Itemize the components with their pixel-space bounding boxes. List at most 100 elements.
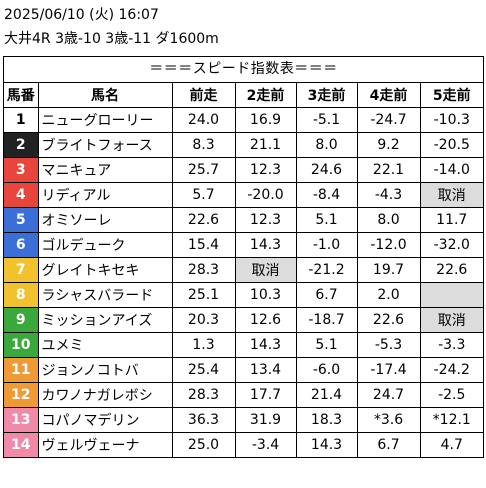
speed-index-cell: -3.4 xyxy=(235,432,297,457)
speed-index-cell: -10.3 xyxy=(420,107,483,133)
table-body: 1 ニューグローリー 24.0 16.9 -5.1 -24.7 -10.3 2 ブライトフォース… xyxy=(4,107,483,457)
horse-number-cell: 13 xyxy=(4,407,39,433)
horse-name-cell: ヴェルヴェーナ xyxy=(38,432,173,457)
speed-index-cell: -32.0 xyxy=(420,232,483,258)
horse-number-cell: 3 xyxy=(4,157,39,183)
speed-index-cell: 22.6 xyxy=(172,207,236,233)
speed-index-table: 馬番 馬名 前走 2走前 3走前 4走前 5走前 1 ニューグローリー 24.0 16… xyxy=(4,83,483,457)
table-row: 13 コパノマデリン 36.3 31.9 18.3 *3.6 *12.1 xyxy=(4,407,483,433)
speed-index-cell: 20.3 xyxy=(172,307,236,333)
speed-index-cell: 8.0 xyxy=(296,132,358,158)
speed-index-cell: 9.2 xyxy=(357,132,421,158)
speed-index-cell: 取消 xyxy=(420,182,483,208)
horse-number-cell: 4 xyxy=(4,182,39,208)
speed-index-cell: 8.3 xyxy=(172,132,236,158)
speed-index-cell: -3.3 xyxy=(420,332,483,358)
speed-index-table-frame: ＝＝＝スピード指数表＝＝＝ 馬番 馬名 前走 2走前 3走前 4走前 5走前 1… xyxy=(3,56,484,458)
speed-index-cell: 取消 xyxy=(420,307,483,333)
horse-name-cell: ミッションアイズ xyxy=(38,307,173,333)
horse-number-cell: 11 xyxy=(4,357,39,383)
speed-index-cell: 6.7 xyxy=(296,282,358,308)
speed-index-cell: 8.0 xyxy=(357,207,421,233)
speed-index-cell: 6.7 xyxy=(357,432,421,457)
col-header-name: 馬名 xyxy=(38,83,173,108)
table-row: 1 ニューグローリー 24.0 16.9 -5.1 -24.7 -10.3 xyxy=(4,107,483,133)
speed-index-cell: 36.3 xyxy=(172,407,236,433)
speed-index-cell: -4.3 xyxy=(357,182,421,208)
speed-index-cell: 21.1 xyxy=(235,132,297,158)
speed-index-cell: 24.6 xyxy=(296,157,358,183)
speed-index-cell: -18.7 xyxy=(296,307,358,333)
header-row: 馬番 馬名 前走 2走前 3走前 4走前 5走前 xyxy=(4,83,483,108)
horse-name-cell: マニキュア xyxy=(38,157,173,183)
speed-index-cell: 14.3 xyxy=(296,432,358,457)
speed-index-cell: 14.3 xyxy=(235,332,297,358)
col-header-4-ago: 4走前 xyxy=(357,83,421,108)
horse-number-cell: 12 xyxy=(4,382,39,408)
table-row: 9 ミッションアイズ 20.3 12.6 -18.7 22.6 取消 xyxy=(4,307,483,333)
speed-index-cell: -6.0 xyxy=(296,357,358,383)
speed-index-cell: 5.1 xyxy=(296,207,358,233)
table-row: 14 ヴェルヴェーナ 25.0 -3.4 14.3 6.7 4.7 xyxy=(4,432,483,457)
horse-number-cell: 7 xyxy=(4,257,39,283)
table-row: 7 グレイトキセキ 28.3 取消 -21.2 19.7 22.6 xyxy=(4,257,483,283)
speed-index-cell: -5.1 xyxy=(296,107,358,133)
speed-index-cell: 24.7 xyxy=(357,382,421,408)
horse-name-cell: ゴルデューク xyxy=(38,232,173,258)
speed-index-cell: 12.6 xyxy=(235,307,297,333)
speed-index-cell: 21.4 xyxy=(296,382,358,408)
speed-index-cell: 22.6 xyxy=(420,257,483,283)
horse-name-cell: カワノナガレボシ xyxy=(38,382,173,408)
speed-index-cell: 19.7 xyxy=(357,257,421,283)
speed-index-cell: -5.3 xyxy=(357,332,421,358)
table-row: 4 リディアル 5.7 -20.0 -8.4 -4.3 取消 xyxy=(4,182,483,208)
speed-index-cell: 25.1 xyxy=(172,282,236,308)
speed-index-cell: 24.0 xyxy=(172,107,236,133)
table-row: 11 ジョンノコトバ 25.4 13.4 -6.0 -17.4 -24.2 xyxy=(4,357,483,383)
horse-number-cell: 9 xyxy=(4,307,39,333)
horse-name-cell: リディアル xyxy=(38,182,173,208)
table-row: 5 オミソーレ 22.6 12.3 5.1 8.0 11.7 xyxy=(4,207,483,233)
datetime-text: 2025/06/10 (火) 16:07 xyxy=(4,7,159,23)
horse-number-cell: 2 xyxy=(4,132,39,158)
speed-index-cell xyxy=(420,282,483,308)
speed-index-cell: -21.2 xyxy=(296,257,358,283)
speed-index-cell: 16.9 xyxy=(235,107,297,133)
horse-name-cell: オミソーレ xyxy=(38,207,173,233)
col-header-last: 前走 xyxy=(172,83,236,108)
speed-index-cell: 4.7 xyxy=(440,437,463,453)
horse-name-cell: ブライトフォース xyxy=(38,132,173,158)
speed-index-cell: 31.9 xyxy=(235,407,297,433)
speed-index-cell: 28.3 xyxy=(172,382,236,408)
col-header-5-ago: 5走前 xyxy=(420,83,483,108)
horse-number-cell: 14 xyxy=(4,432,39,457)
speed-index-cell: 28.3 xyxy=(172,257,236,283)
speed-index-cell: -20.0 xyxy=(235,182,297,208)
speed-index-cell: 22.1 xyxy=(357,157,421,183)
horse-name-cell: ラシャスバラード xyxy=(38,282,173,308)
horse-number-cell: 8 xyxy=(4,282,39,308)
speed-index-cell: -1.0 xyxy=(296,232,358,258)
speed-index-cell: 取消 xyxy=(235,257,297,283)
table-row: 10 ユメミ 1.3 14.3 5.1 -5.3 -3.3 xyxy=(4,332,483,358)
speed-index-cell: 10.3 xyxy=(235,282,297,308)
speed-index-cell: 18.3 xyxy=(296,407,358,433)
speed-index-cell: 5.1 xyxy=(296,332,358,358)
speed-index-cell: 2.0 xyxy=(357,282,421,308)
speed-index-cell: -8.4 xyxy=(296,182,358,208)
speed-index-cell: 12.3 xyxy=(235,207,297,233)
speed-index-cell: 15.4 xyxy=(172,232,236,258)
table-row: 2 ブライトフォース 8.3 21.1 8.0 9.2 -20.5 xyxy=(4,132,483,158)
speed-index-cell: 14.3 xyxy=(235,232,297,258)
speed-index-cell: 25.7 xyxy=(172,157,236,183)
table-title: ＝＝＝スピード指数表＝＝＝ xyxy=(4,57,483,83)
speed-index-cell: -17.4 xyxy=(357,357,421,383)
horse-name-cell: コパノマデリン xyxy=(38,407,173,433)
race-info-text: 大井4R 3歳-10 3歳-11 ダ1600m xyxy=(4,31,219,47)
speed-index-cell: -20.5 xyxy=(420,132,483,158)
speed-index-cell: 1.3 xyxy=(172,332,236,358)
table-row: 6 ゴルデューク 15.4 14.3 -1.0 -12.0 -32.0 xyxy=(4,232,483,258)
speed-index-cell: 22.6 xyxy=(357,307,421,333)
col-header-number: 馬番 xyxy=(4,83,39,108)
speed-index-cell: 12.3 xyxy=(235,157,297,183)
